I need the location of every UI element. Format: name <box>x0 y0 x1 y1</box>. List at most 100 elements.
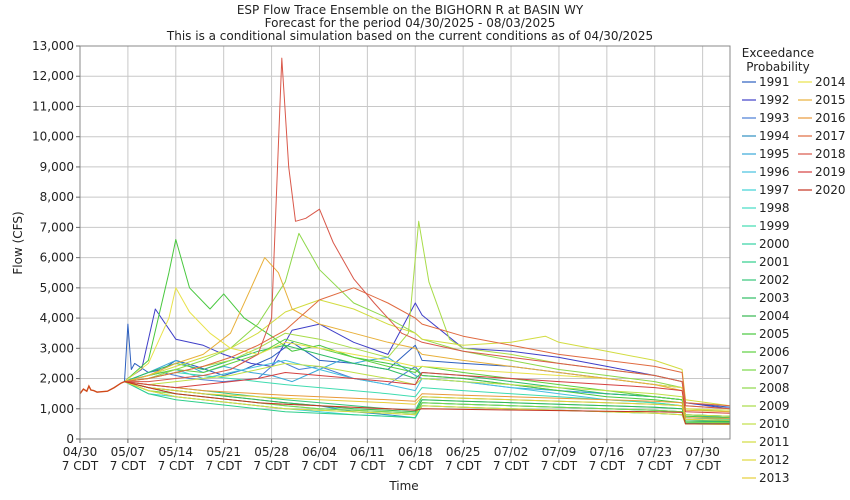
x-tick-date: 05/21 <box>206 445 241 459</box>
y-axis-label: Flow (CFS) <box>11 211 25 274</box>
x-tick-time: 7 CDT <box>684 459 721 473</box>
legend-label-2017: 2017 <box>815 129 846 143</box>
legend-label-2006: 2006 <box>759 345 790 359</box>
series-line-2012 <box>124 381 731 425</box>
x-tick-date: 05/28 <box>254 445 289 459</box>
series-line-2006 <box>124 338 731 417</box>
legend-label-2010: 2010 <box>759 417 790 431</box>
legend-label-2016: 2016 <box>815 111 846 125</box>
x-tick-time: 7 CDT <box>205 459 242 473</box>
legend-label-1999: 1999 <box>759 219 790 233</box>
legend-label-2000: 2000 <box>759 237 790 251</box>
x-tick-time: 7 CDT <box>110 459 147 473</box>
chart-title-line-1: ESP Flow Trace Ensemble on the BIGHORN R… <box>237 3 584 17</box>
legend-label-1998: 1998 <box>759 201 790 215</box>
series-line-2011 <box>124 299 731 407</box>
x-tick-date: 06/04 <box>302 445 337 459</box>
x-tick-date: 07/02 <box>494 445 529 459</box>
x-tick-time: 7 CDT <box>158 459 195 473</box>
legend-label-2014: 2014 <box>815 75 846 89</box>
x-tick-date: 06/25 <box>446 445 481 459</box>
y-tick-label: 13,000 <box>32 39 74 53</box>
legend-label-1996: 1996 <box>759 165 790 179</box>
x-tick-date: 07/16 <box>590 445 625 459</box>
observed-line <box>79 380 125 395</box>
legend-label-2004: 2004 <box>759 309 790 323</box>
series-line-1999 <box>124 372 731 420</box>
legend-label-2005: 2005 <box>759 327 790 341</box>
y-tick-label: 12,000 <box>32 69 74 83</box>
x-tick-date: 07/09 <box>542 445 577 459</box>
legend-label-1995: 1995 <box>759 147 790 161</box>
x-tick-time: 7 CDT <box>637 459 674 473</box>
series-line-2016 <box>124 381 731 419</box>
legend-label-1992: 1992 <box>759 93 790 107</box>
legend-label-2009: 2009 <box>759 399 790 413</box>
legend-title-line-2: Probability <box>746 60 809 74</box>
x-tick-time: 7 CDT <box>397 459 434 473</box>
x-tick-time: 7 CDT <box>349 459 386 473</box>
x-tick-time: 7 CDT <box>541 459 578 473</box>
series-line-2020 <box>124 381 730 425</box>
series-line-2010 <box>124 362 731 417</box>
x-tick-time: 7 CDT <box>445 459 482 473</box>
series-line-2013 <box>124 381 731 421</box>
y-tick-label: 9,000 <box>40 160 74 174</box>
x-tick-time: 7 CDT <box>301 459 338 473</box>
y-tick-label: 10,000 <box>32 130 74 144</box>
series-line-2003 <box>124 344 731 417</box>
x-tick-time: 7 CDT <box>589 459 626 473</box>
legend-label-2001: 2001 <box>759 255 790 269</box>
y-tick-label: 7,000 <box>40 220 74 234</box>
legend-label-1997: 1997 <box>759 183 790 197</box>
y-tick-label: 11,000 <box>32 99 74 113</box>
y-tick-label: 0 <box>66 432 74 446</box>
series-lines <box>79 57 731 425</box>
series-line-2018 <box>124 57 731 410</box>
x-tick-date: 06/18 <box>398 445 433 459</box>
legend: Exceedance Probability 1991 1992 1993 1994 1… <box>742 46 846 485</box>
legend-label-2007: 2007 <box>759 363 790 377</box>
y-tick-label: 3,000 <box>40 341 74 355</box>
x-axis-label: Time <box>388 479 418 493</box>
chart-title-line-2: Forecast for the period 04/30/2025 - 08/… <box>265 16 556 30</box>
plot-border <box>79 45 731 440</box>
x-tick-date: 04/30 <box>63 445 98 459</box>
y-tick-label: 2,000 <box>40 372 74 386</box>
x-tick-time: 7 CDT <box>493 459 530 473</box>
x-tick-date: 06/11 <box>350 445 385 459</box>
chart-title-line-3: This is a conditional simulation based o… <box>166 29 653 43</box>
legend-label-1994: 1994 <box>759 129 790 143</box>
y-tick-label: 4,000 <box>40 311 74 325</box>
series-line-1992 <box>124 302 731 410</box>
x-tick-date: 07/30 <box>685 445 720 459</box>
x-tick-date: 05/07 <box>111 445 146 459</box>
legend-label-2002: 2002 <box>759 273 790 287</box>
legend-label-2003: 2003 <box>759 291 790 305</box>
y-tick-label: 8,000 <box>40 190 74 204</box>
legend-label-1991: 1991 <box>759 75 790 89</box>
x-tick-date: 07/23 <box>637 445 672 459</box>
legend-label-2013: 2013 <box>759 471 790 485</box>
y-axis-ticks: 0 1,000 2,000 3,000 4,000 5,000 6,000 7,000 8,00… <box>32 39 80 446</box>
y-tick-label: 1,000 <box>40 402 74 416</box>
legend-label-1993: 1993 <box>759 111 790 125</box>
x-tick-time: 7 CDT <box>253 459 290 473</box>
series-line-2015 <box>124 257 731 413</box>
x-tick-time: 7 CDT <box>62 459 99 473</box>
y-tick-label: 6,000 <box>40 251 74 265</box>
legend-label-2012: 2012 <box>759 453 790 467</box>
x-tick-date: 05/14 <box>158 445 193 459</box>
legend-label-2008: 2008 <box>759 381 790 395</box>
legend-title-line-1: Exceedance <box>742 46 814 60</box>
y-tick-label: 5,000 <box>40 281 74 295</box>
legend-label-2015: 2015 <box>815 93 846 107</box>
legend-label-2011: 2011 <box>759 435 790 449</box>
legend-label-2019: 2019 <box>815 165 846 179</box>
legend-label-2020: 2020 <box>815 183 846 197</box>
legend-label-2018: 2018 <box>815 147 846 161</box>
series-line-2019 <box>124 372 731 414</box>
series-line-2017 <box>124 287 731 407</box>
